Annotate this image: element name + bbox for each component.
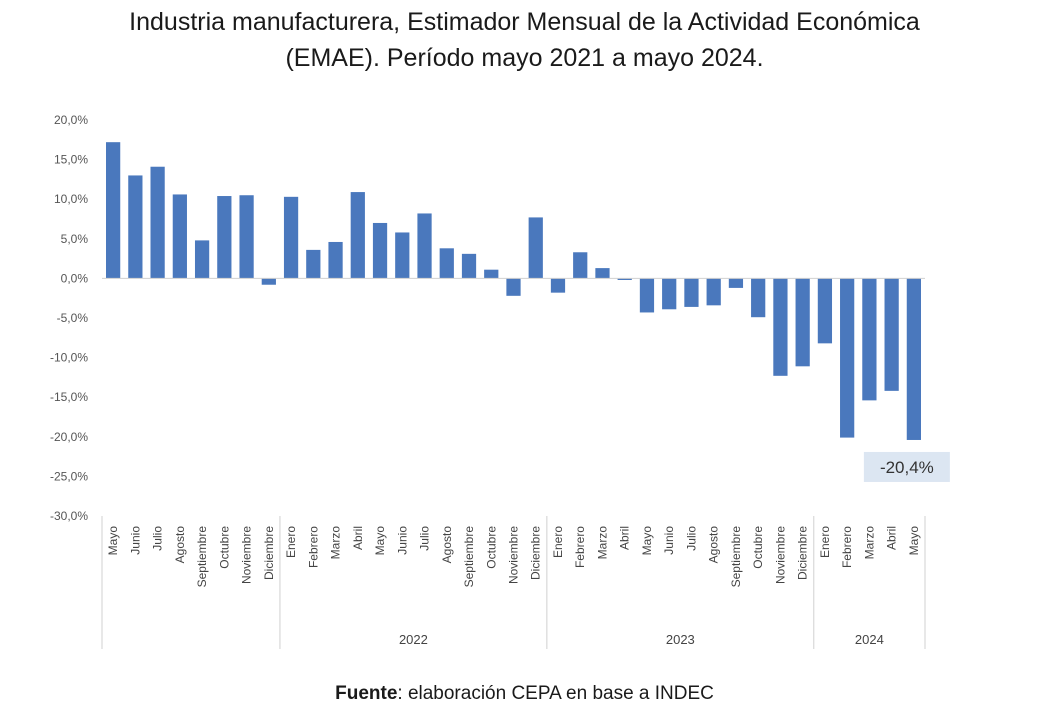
bar xyxy=(528,217,543,279)
x-tick-label: Febrero xyxy=(840,526,854,568)
x-tick-label: Diciembre xyxy=(796,526,810,580)
x-tick-label: Noviembre xyxy=(773,526,787,584)
y-tick-label: 20,0% xyxy=(54,113,88,127)
y-tick-label: 5,0% xyxy=(61,232,89,246)
x-tick-label: Octubre xyxy=(484,526,498,569)
x-tick-label: Enero xyxy=(818,526,832,558)
bar xyxy=(239,195,254,279)
x-tick-label: Mayo xyxy=(106,526,120,556)
bar xyxy=(617,278,632,280)
y-tick-label: 10,0% xyxy=(54,192,88,206)
chart-title-line-2: (EMAE). Período mayo 2021 a mayo 2024. xyxy=(285,44,764,72)
y-tick-label: 0,0% xyxy=(61,271,89,285)
x-tick-label: Julio xyxy=(151,526,165,551)
y-tick-label: -30,0% xyxy=(50,509,88,523)
bar xyxy=(395,232,410,279)
bar xyxy=(550,278,566,293)
y-tick-label: -25,0% xyxy=(50,469,88,483)
bar xyxy=(484,269,499,279)
x-tick-label: Marzo xyxy=(595,526,609,560)
bar xyxy=(328,241,343,279)
y-tick-label: -5,0% xyxy=(57,311,89,325)
bar xyxy=(595,268,610,279)
bar xyxy=(817,278,833,344)
bar xyxy=(217,196,232,279)
bar xyxy=(306,249,321,279)
source-label: Fuente xyxy=(335,683,398,704)
bar xyxy=(840,278,855,438)
x-tick-label: Abril xyxy=(618,526,632,550)
x-tick-label: Febrero xyxy=(306,526,320,568)
bar xyxy=(573,252,588,279)
x-tick-label: Agosto xyxy=(707,526,721,564)
x-tick-label: Marzo xyxy=(862,526,876,560)
bar xyxy=(884,278,899,391)
x-tick-label: Diciembre xyxy=(262,526,276,580)
bar xyxy=(283,196,299,279)
year-label: 2023 xyxy=(666,632,695,647)
year-label: 2024 xyxy=(855,632,884,647)
bar xyxy=(372,222,388,279)
x-tick-label: Marzo xyxy=(329,526,343,560)
bar xyxy=(439,248,454,279)
x-tick-label: Enero xyxy=(551,526,565,558)
bar xyxy=(862,278,877,401)
bar xyxy=(150,166,165,279)
bar xyxy=(128,175,143,279)
x-tick-label: Octubre xyxy=(751,526,765,569)
x-tick-label: Diciembre xyxy=(529,526,543,580)
data-label: -20,4% xyxy=(880,458,934,477)
chart-title-line-1: Industria manufacturera, Estimador Mensu… xyxy=(129,8,920,36)
x-tick-label: Septiembre xyxy=(462,526,476,588)
x-tick-label: Febrero xyxy=(573,526,587,568)
x-tick-label: Agosto xyxy=(173,526,187,564)
chart-title: Industria manufacturera, Estimador Mensu… xyxy=(0,4,1049,76)
source-note: Fuente: elaboración CEPA en base a INDEC xyxy=(0,683,1049,705)
x-tick-label: Septiembre xyxy=(195,526,209,588)
y-tick-label: -15,0% xyxy=(50,390,88,404)
x-tick-label: Enero xyxy=(284,526,298,558)
bar xyxy=(751,278,766,318)
bar xyxy=(461,253,477,279)
x-tick-label: Junio xyxy=(662,526,676,555)
x-tick-label: Abril xyxy=(885,526,899,550)
bar xyxy=(906,278,921,440)
bar xyxy=(194,240,210,279)
bar xyxy=(506,278,521,296)
bar xyxy=(417,213,432,279)
bar xyxy=(261,278,276,285)
x-tick-label: Noviembre xyxy=(507,526,521,584)
bar xyxy=(684,278,699,307)
x-tick-label: Septiembre xyxy=(729,526,743,588)
x-tick-label: Julio xyxy=(684,526,698,551)
x-tick-label: Mayo xyxy=(640,526,654,556)
bar xyxy=(773,278,788,376)
bar xyxy=(106,142,121,279)
x-tick-label: Abril xyxy=(351,526,365,550)
x-tick-label: Junio xyxy=(128,526,142,555)
bar xyxy=(639,278,655,313)
y-tick-label: -20,0% xyxy=(50,430,88,444)
bar xyxy=(728,278,744,288)
x-tick-label: Junio xyxy=(395,526,409,555)
y-tick-label: -10,0% xyxy=(50,351,88,365)
y-tick-label: 15,0% xyxy=(54,153,88,167)
bar xyxy=(172,194,187,279)
source-text: : elaboración CEPA en base a INDEC xyxy=(397,683,714,704)
bar xyxy=(795,278,810,367)
bar-chart: 20,0% 15,0% 10,0% 5,0% 0,0% -5,0% -10,0% -15,0%… xyxy=(50,113,950,649)
x-tick-label: Agosto xyxy=(440,526,454,564)
x-tick-label: Mayo xyxy=(907,526,921,556)
x-tick-label: Octubre xyxy=(217,526,231,569)
x-tick-label: Noviembre xyxy=(240,526,254,584)
bar xyxy=(662,278,677,310)
year-label: 2022 xyxy=(399,632,428,647)
x-tick-label: Julio xyxy=(418,526,432,551)
bar xyxy=(706,278,721,306)
data-label-background xyxy=(863,451,950,482)
bar xyxy=(350,192,365,279)
x-tick-label: Mayo xyxy=(373,526,387,556)
